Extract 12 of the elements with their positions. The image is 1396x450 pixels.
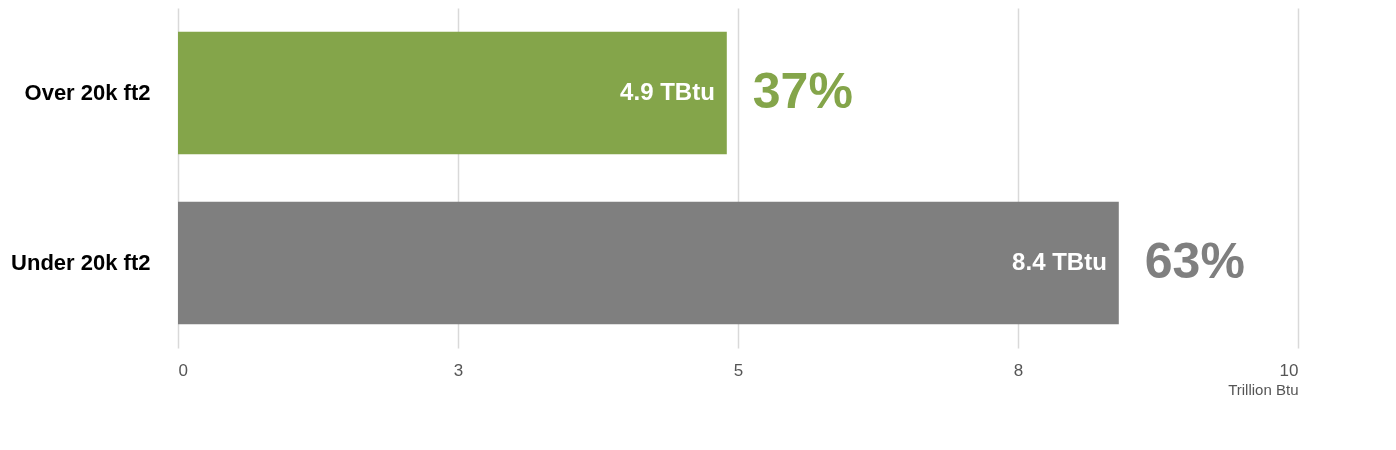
annotation: 37% [752,63,853,119]
x-tick-label: 8 [1013,360,1024,380]
y-tick-label: Over 20k ft2 [24,80,151,105]
data-label: 4.9 TBtu [620,78,715,105]
x-axis-title: Trillion Btu [1228,380,1299,398]
y-tick-label: Under 20k ft2 [11,250,151,275]
x-tick-label: 5 [733,360,744,380]
annotation: 63% [1144,233,1245,289]
x-tick-label: 10 [1279,360,1299,380]
x-tick-label: 3 [453,360,464,380]
x-tick-label: 0 [178,360,188,380]
data-label: 8.4 TBtu [1012,248,1107,275]
